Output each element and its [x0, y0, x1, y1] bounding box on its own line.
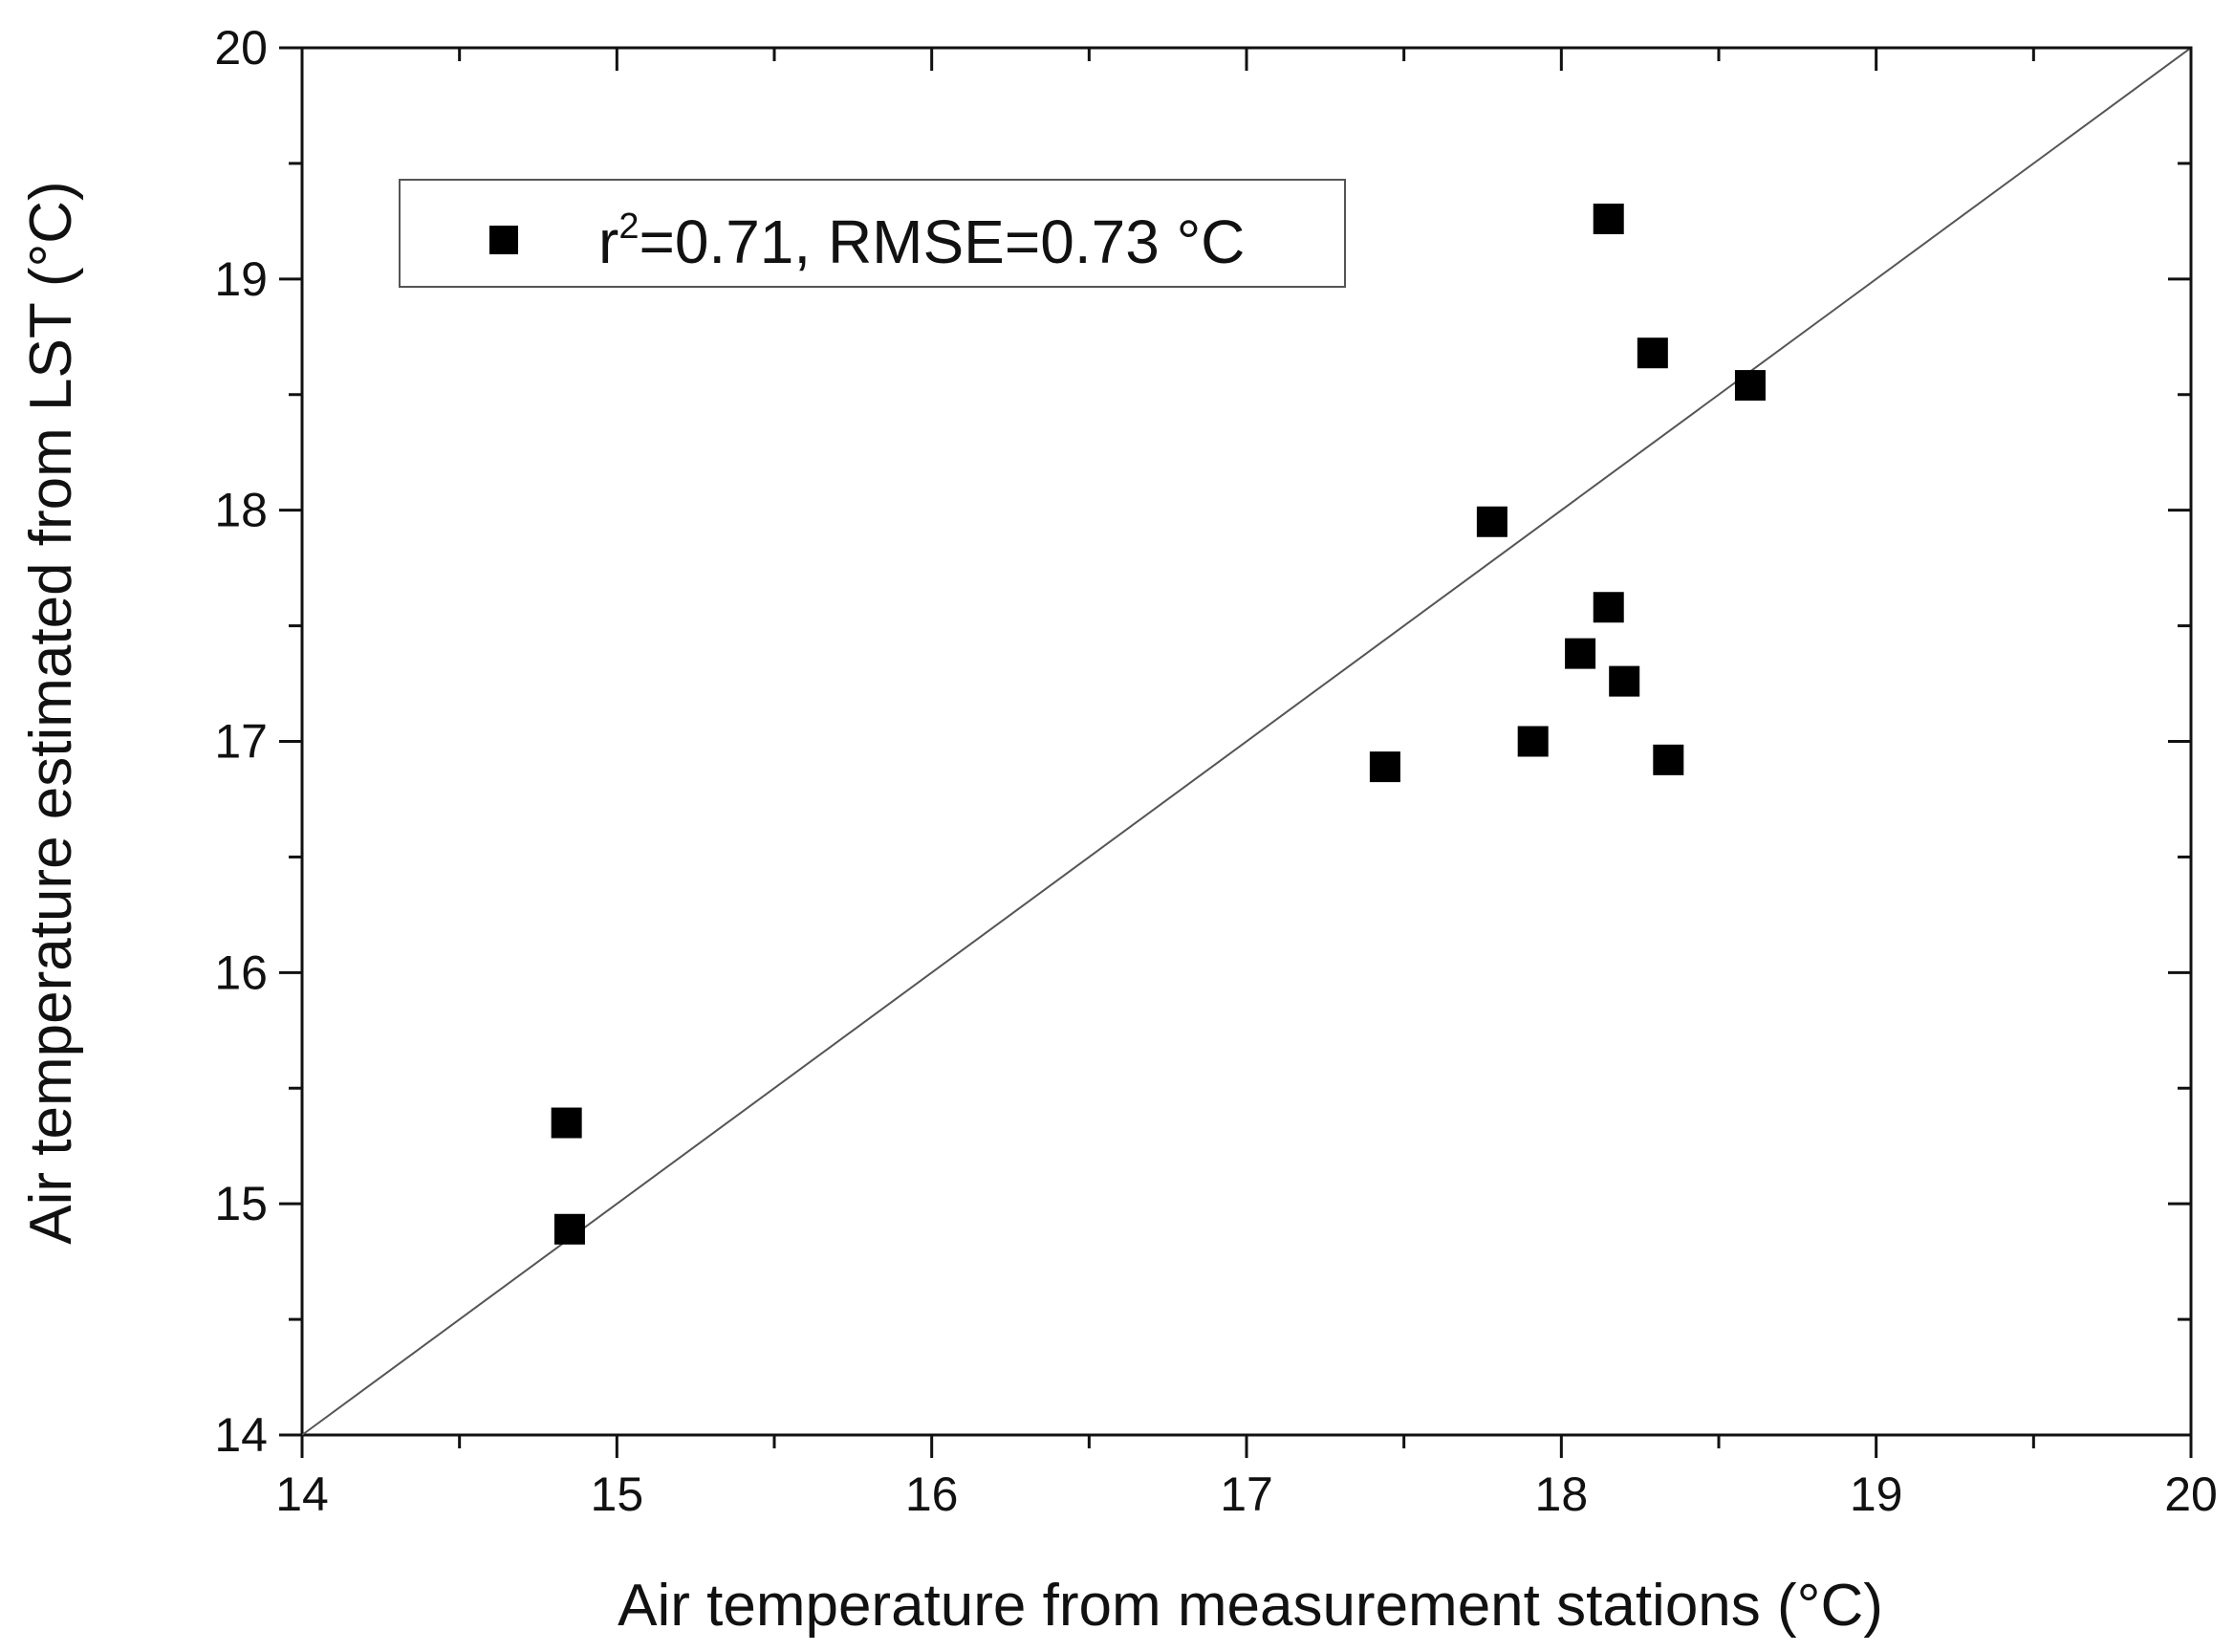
x-tick-label: 16: [905, 1467, 959, 1521]
legend: r2=0.71, RMSE=0.73 °C: [399, 179, 1346, 288]
one-to-one-line: [301, 47, 2192, 1436]
reference-line-layer: [301, 47, 2192, 1436]
y-tick-label: 15: [214, 1177, 268, 1230]
legend-marker: [489, 226, 518, 254]
x-tick-label: 18: [1535, 1467, 1589, 1521]
tick-labels: 14 15 16 17 18 19 20 14 15 16 17 18 19 20: [214, 21, 2217, 1521]
x-tick-label: 14: [275, 1467, 329, 1521]
data-point: [1517, 726, 1549, 757]
y-tick-label: 20: [214, 21, 268, 75]
x-axis-title: Air temperature from measurement station…: [618, 1573, 1883, 1639]
x-tick-label: 20: [2164, 1467, 2218, 1521]
y-tick-label: 17: [214, 715, 268, 769]
data-point: [1593, 592, 1624, 623]
x-tick-label: 17: [1220, 1467, 1273, 1521]
x-tick-label: 15: [591, 1467, 644, 1521]
data-point: [1734, 370, 1766, 402]
y-tick-label: 16: [214, 946, 268, 999]
x-tick-label: 19: [1850, 1467, 1903, 1521]
axis-ticks: [279, 46, 2193, 1458]
data-points: [551, 203, 1766, 1245]
y-tick-label: 19: [214, 252, 268, 306]
data-point: [553, 1213, 585, 1245]
data-point: [1369, 751, 1400, 783]
data-point: [1476, 506, 1507, 537]
data-point: [551, 1107, 582, 1139]
data-point: [1609, 665, 1640, 697]
y-tick-label: 18: [214, 484, 268, 537]
y-tick-label: 14: [214, 1408, 268, 1462]
legend-box: [399, 179, 1346, 288]
data-point: [1637, 337, 1668, 369]
data-point: [1565, 638, 1596, 669]
legend-label: r2=0.71, RMSE=0.73 °C: [598, 206, 1245, 276]
y-axis-title: Air temperature estimated from LST (°C): [18, 181, 84, 1244]
data-point: [1653, 744, 1684, 775]
data-point: [1593, 203, 1624, 234]
